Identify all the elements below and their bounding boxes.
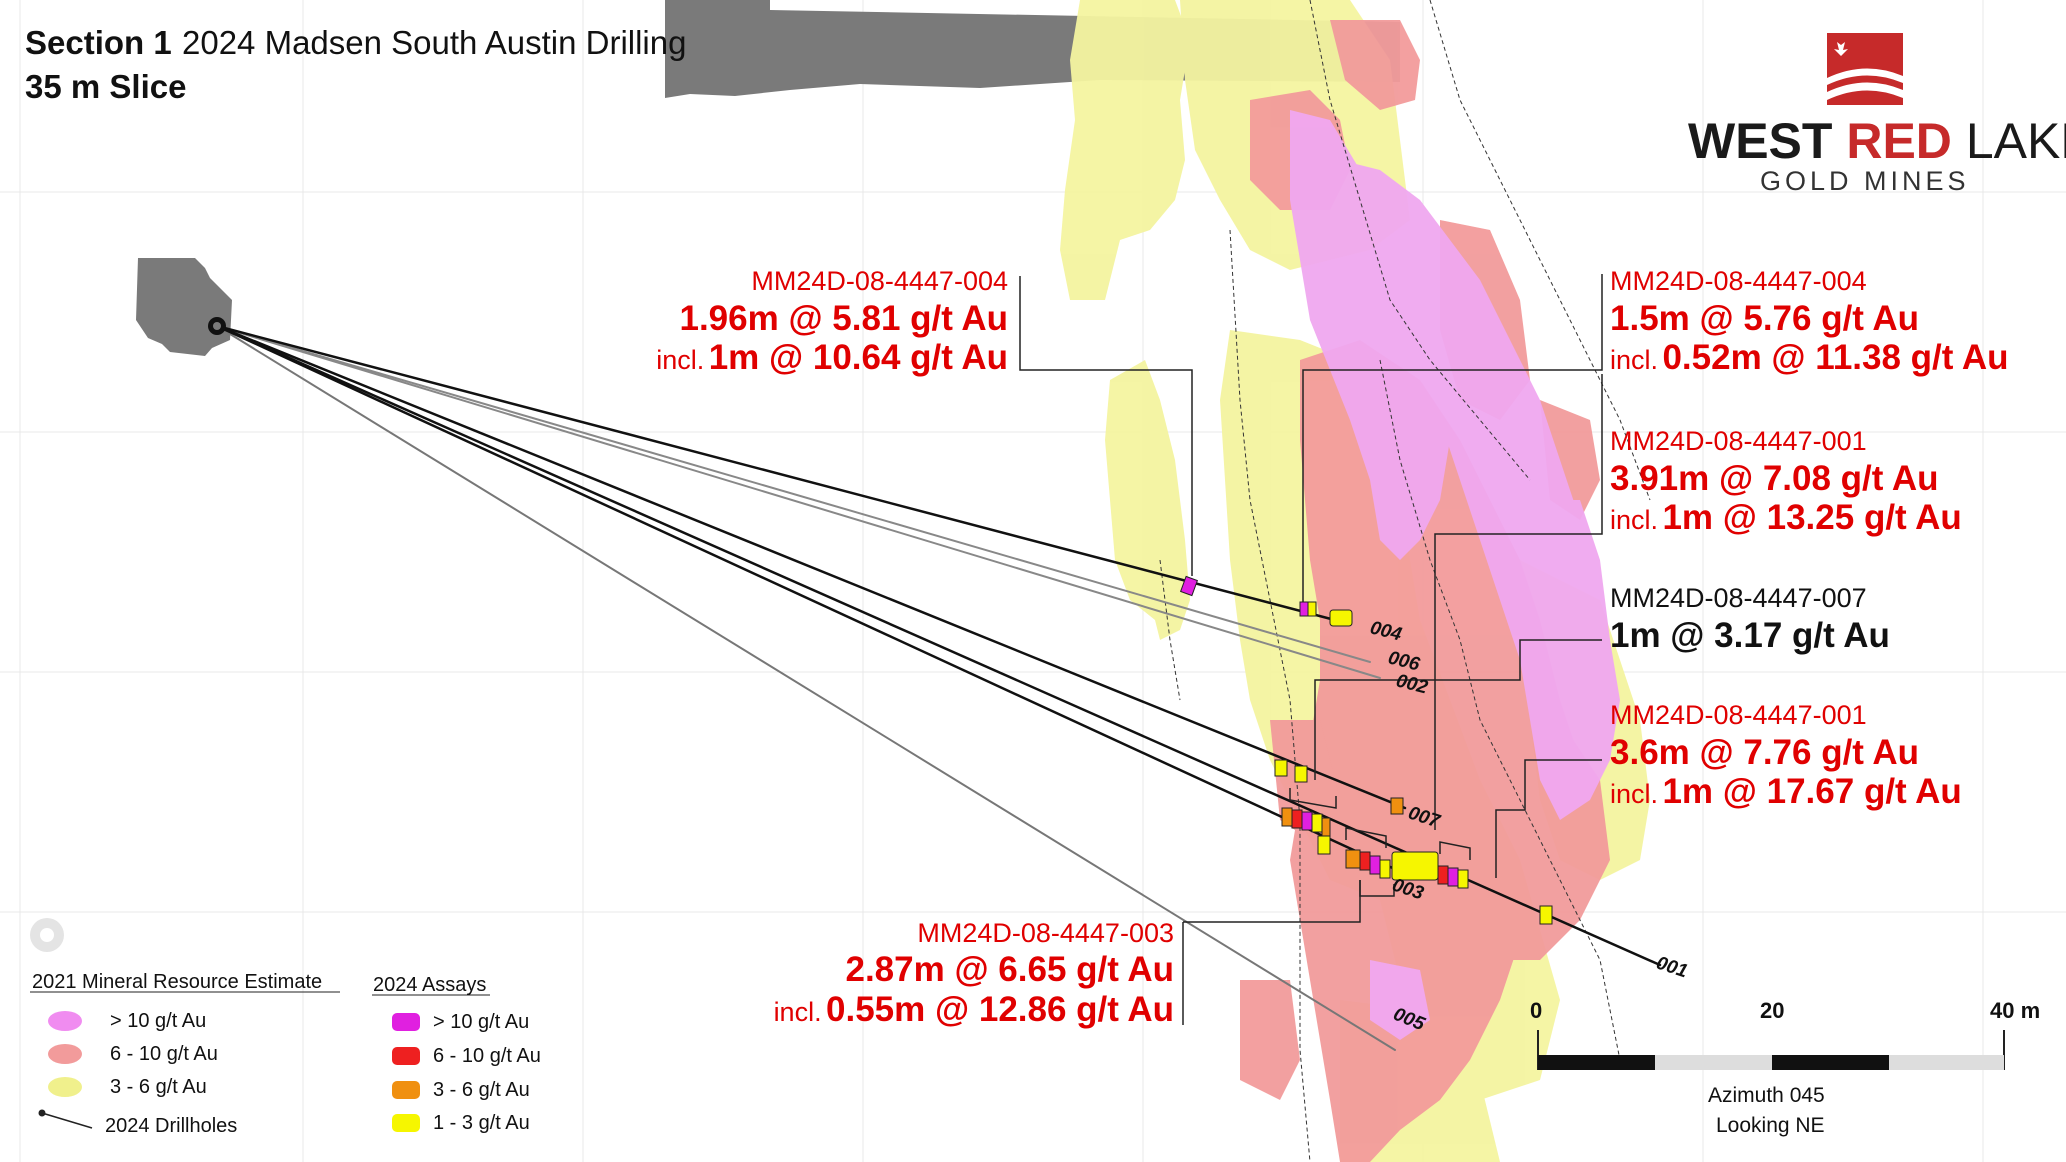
scale-tick-40: 40 m bbox=[1990, 998, 2041, 1023]
assay-markers bbox=[1179, 575, 1553, 925]
intercept-brackets bbox=[1289, 788, 1471, 897]
logo-wordmark: WEST RED LAKE bbox=[1688, 116, 2066, 166]
scale-azimuth: Azimuth 045 bbox=[1708, 1084, 1825, 1107]
logo-west: WEST bbox=[1688, 113, 1833, 169]
callout-2-hole: MM24D-08-4447-004 bbox=[1610, 266, 1867, 296]
callout-1-incl: incl. 1m @ 10.64 g/t Au bbox=[656, 338, 1008, 377]
callout-3-main: 3.91m @ 7.08 g/t Au bbox=[1610, 459, 1939, 498]
legend-swatches bbox=[30, 991, 490, 1132]
title-slice: 35 m Slice bbox=[25, 68, 187, 105]
logo-subtitle: GOLD MINES bbox=[1760, 166, 1970, 196]
drillhole-006 bbox=[216, 325, 1371, 663]
drillhole-007 bbox=[215, 324, 1407, 810]
callout-4-hole: MM24D-08-4447-007 bbox=[1610, 583, 1867, 613]
scale-tick-20: 20 bbox=[1760, 998, 1785, 1023]
callout-2-main: 1.5m @ 5.76 g/t Au bbox=[1610, 299, 1920, 338]
drillholes bbox=[208, 317, 1662, 1051]
callout-6-hole: MM24D-08-4447-003 bbox=[917, 918, 1174, 948]
zone-gt-10 bbox=[1290, 110, 1620, 1040]
legend-assays-title: 2024 Assays bbox=[373, 974, 487, 996]
logo-red: RED bbox=[1846, 113, 1952, 169]
scale-bar bbox=[1537, 1030, 2005, 1070]
legend-assay-1: > 10 g/t Au bbox=[433, 1011, 530, 1033]
callout-6-main: 2.87m @ 6.65 g/t Au bbox=[845, 950, 1174, 989]
compass-icon bbox=[30, 918, 64, 952]
callout-1-main: 1.96m @ 5.81 g/t Au bbox=[679, 299, 1008, 338]
legend-assay-4: 1 - 3 g/t Au bbox=[433, 1112, 530, 1134]
callout-2-incl: incl. 0.52m @ 11.38 g/t Au bbox=[1610, 338, 2009, 377]
callout-6-incl: incl. 0.55m @ 12.86 g/t Au bbox=[773, 990, 1174, 1029]
legend-assay-3: 3 - 6 g/t Au bbox=[433, 1079, 530, 1101]
title-section-bold: Section 1 bbox=[25, 24, 172, 61]
legend-drillholes: 2024 Drillholes bbox=[105, 1115, 238, 1137]
callout-5-main: 3.6m @ 7.76 g/t Au bbox=[1610, 733, 1920, 772]
legend-mre-2: 6 - 10 g/t Au bbox=[110, 1043, 218, 1065]
scale-looking: Looking NE bbox=[1716, 1114, 1825, 1137]
drillhole-003 bbox=[215, 324, 1412, 878]
legend-mre-3: 3 - 6 g/t Au bbox=[110, 1076, 207, 1098]
legend-mre-1: > 10 g/t Au bbox=[110, 1010, 207, 1032]
callout-4-main: 1m @ 3.17 g/t Au bbox=[1610, 616, 1890, 655]
drillhole-002 bbox=[216, 325, 1381, 679]
title-section-rest: 2024 Madsen South Austin Drilling bbox=[182, 24, 687, 61]
callout-5-incl: incl. 1m @ 17.67 g/t Au bbox=[1610, 772, 1962, 811]
legend-mre-title: 2021 Mineral Resource Estimate bbox=[32, 971, 323, 993]
legend-assay-2: 6 - 10 g/t Au bbox=[433, 1045, 541, 1067]
callout-5-hole: MM24D-08-4447-001 bbox=[1610, 700, 1867, 730]
logo-mark bbox=[1827, 33, 1903, 105]
contact-lines bbox=[1159, 0, 1651, 1162]
callout-3-incl: incl. 1m @ 13.25 g/t Au bbox=[1610, 498, 1962, 537]
logo-lake: LAKE bbox=[1965, 113, 2066, 169]
drillhole-004 bbox=[215, 324, 1352, 626]
callout-1-hole: MM24D-08-4447-004 bbox=[751, 266, 1008, 296]
drillhole-005 bbox=[216, 325, 1396, 1051]
scale-tick-0: 0 bbox=[1530, 998, 1543, 1023]
callout-3-hole: MM24D-08-4447-001 bbox=[1610, 426, 1867, 456]
